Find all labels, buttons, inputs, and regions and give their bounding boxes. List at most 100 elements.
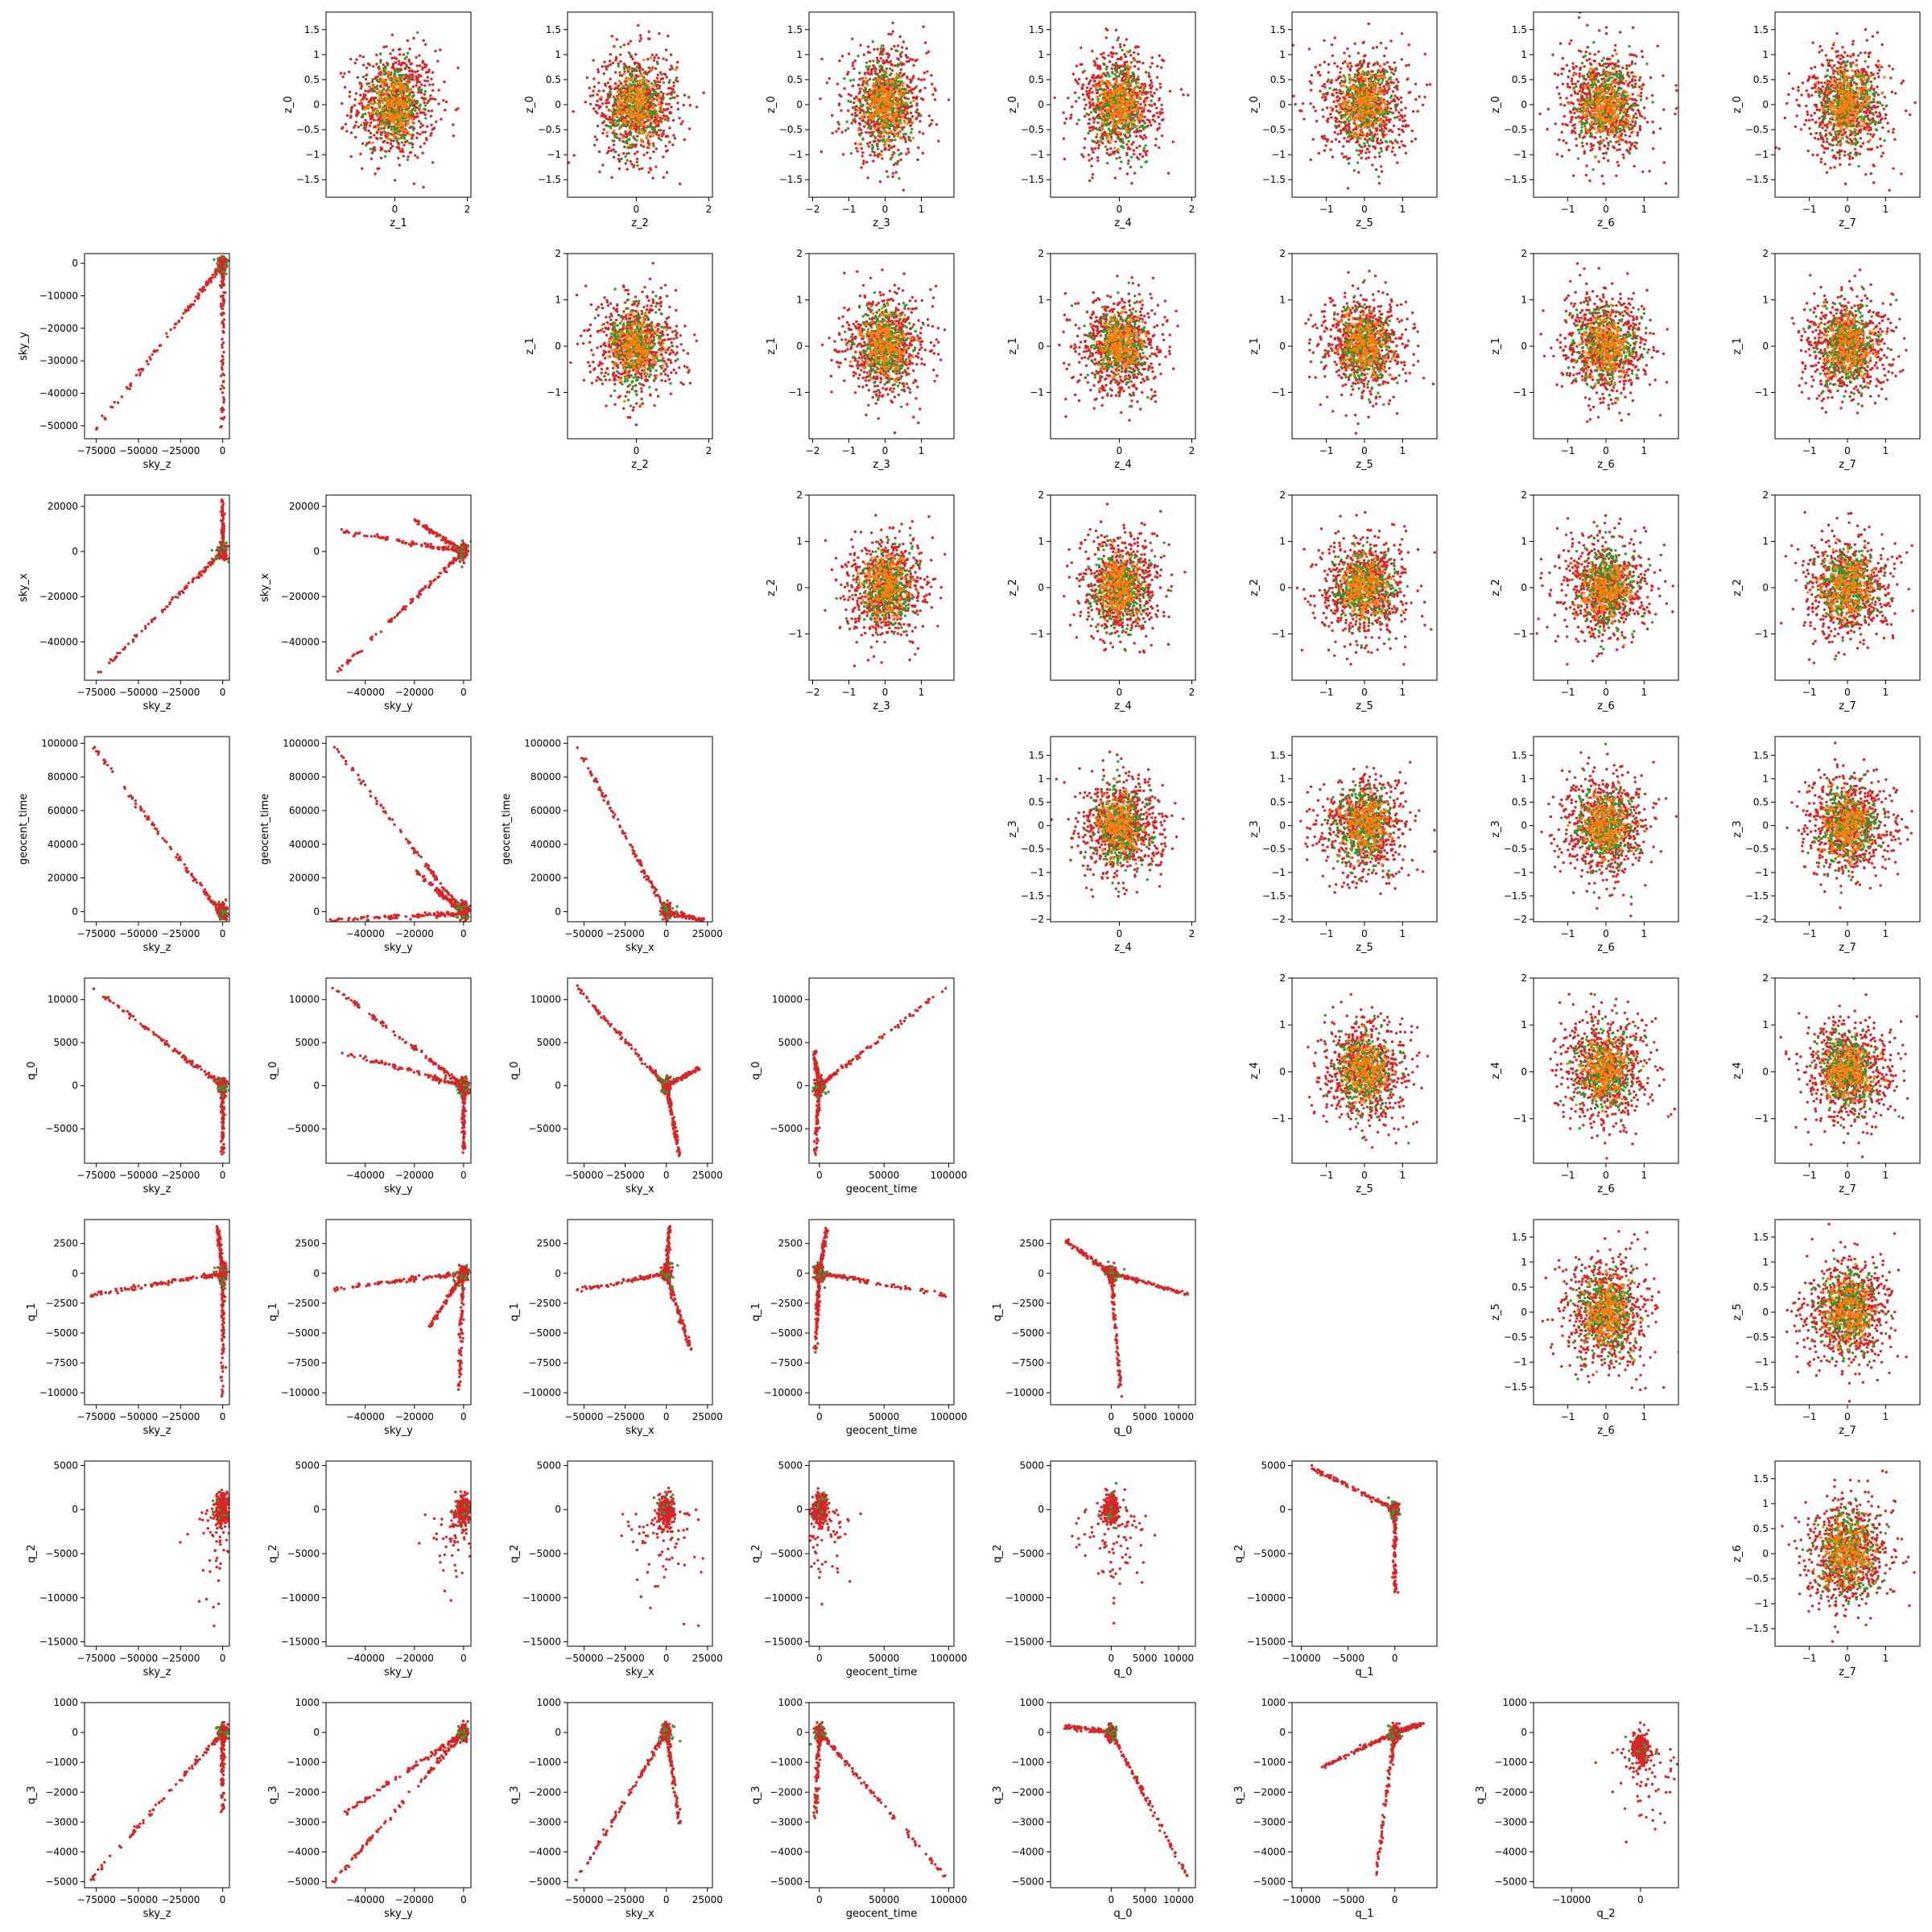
scatter-point [611,121,614,124]
scatter-point [1077,77,1081,81]
scatter-point [658,116,663,120]
scatter-point [593,135,597,138]
scatter-point [1131,101,1134,105]
scatter-point [1096,97,1100,101]
scatter-point [418,80,422,84]
scatter-point [400,135,403,138]
scatter-point [1042,144,1045,147]
scatter-point [1131,71,1134,74]
scatter-point [372,118,376,122]
scatter-point [1090,157,1094,160]
scatter-point [671,90,674,94]
scatter-point [399,64,403,67]
scatter-point [365,97,368,101]
scatter-point [896,134,900,138]
scatter-point [865,65,869,68]
scatter-point [605,130,609,134]
scatter-point [1116,130,1119,134]
scatter-point [609,85,612,89]
scatter-point [636,151,639,154]
scatter-point [390,145,394,148]
scatter-point [390,85,393,88]
scatter-point [630,108,633,111]
y-tick-label: −1 [788,149,803,160]
scatter-point [863,113,866,116]
scatter-point [640,86,644,89]
scatter-point [1109,112,1113,115]
scatter-point [1131,74,1134,77]
scatter-point [883,93,886,96]
scatter-point [631,87,634,90]
scatter-point [1103,100,1107,104]
scatter-point [647,171,650,174]
scatter-point [600,97,603,101]
scatter-point [611,118,614,122]
scatter-point [609,109,613,113]
scatter-point [1110,94,1113,98]
scatter-point [400,123,403,126]
scatter-point [659,138,663,142]
scatter-point [382,88,386,91]
scatter-point [865,99,869,102]
scatter-point [1099,68,1102,71]
scatter-point [1137,52,1140,56]
scatter-point [673,137,677,140]
scatter-point [1151,114,1155,118]
scatter-point [624,162,627,165]
scatter-point [853,59,857,63]
scatter-point [396,101,399,105]
scatter-point [630,142,634,147]
scatter-point [393,72,397,75]
scatter-point [375,108,378,111]
scatter-point [1114,140,1117,143]
x-tick-label: 0 [634,204,640,215]
scatter-point [353,98,357,101]
scatter-point [646,151,649,155]
scatter-point [928,124,931,127]
scatter-point [1118,43,1122,46]
scatter-point [1070,114,1073,117]
scatter-point [876,154,879,157]
scatter-point [1158,146,1161,149]
y-axis-label: z_0 [524,96,536,114]
scatter-point [647,70,650,74]
scatter-point [1089,103,1092,106]
scatter-point [1101,102,1104,106]
scatter-point [423,93,426,96]
scatter-point [415,56,418,59]
x-tick-label: 0 [882,204,889,215]
scatter-point [376,87,379,91]
scatter-point [1096,128,1100,131]
scatter-point [937,139,940,142]
scatter-point [1124,55,1128,59]
scatter-point [903,114,907,118]
scatter-point [654,81,657,85]
scatter-point [394,94,397,97]
scatter-point [612,113,615,116]
scatter-point [1114,69,1118,72]
scatter-point [1100,93,1103,97]
scatter-point [1130,182,1133,185]
scatter-point [387,134,390,137]
scatter-point [650,126,653,129]
scatter-point [411,75,415,79]
scatter-point [1088,179,1092,183]
scatter-point [885,170,889,173]
scatter-point [855,105,859,108]
scatter-point [397,156,400,160]
scatter-point [392,139,395,142]
scatter-point [911,96,915,99]
scatter-point [411,128,415,131]
scatter-point [905,152,908,155]
scatter-point [887,94,890,97]
scatter-point [1088,129,1092,133]
scatter-point [1082,155,1085,159]
scatter-point [369,118,373,121]
scatter-point [397,146,400,149]
scatter-point [602,128,605,131]
scatter-point [356,76,360,79]
scatter-point [1107,72,1110,76]
scatter-point [353,61,357,65]
scatter-point [418,105,422,109]
scatter-point [820,57,824,61]
